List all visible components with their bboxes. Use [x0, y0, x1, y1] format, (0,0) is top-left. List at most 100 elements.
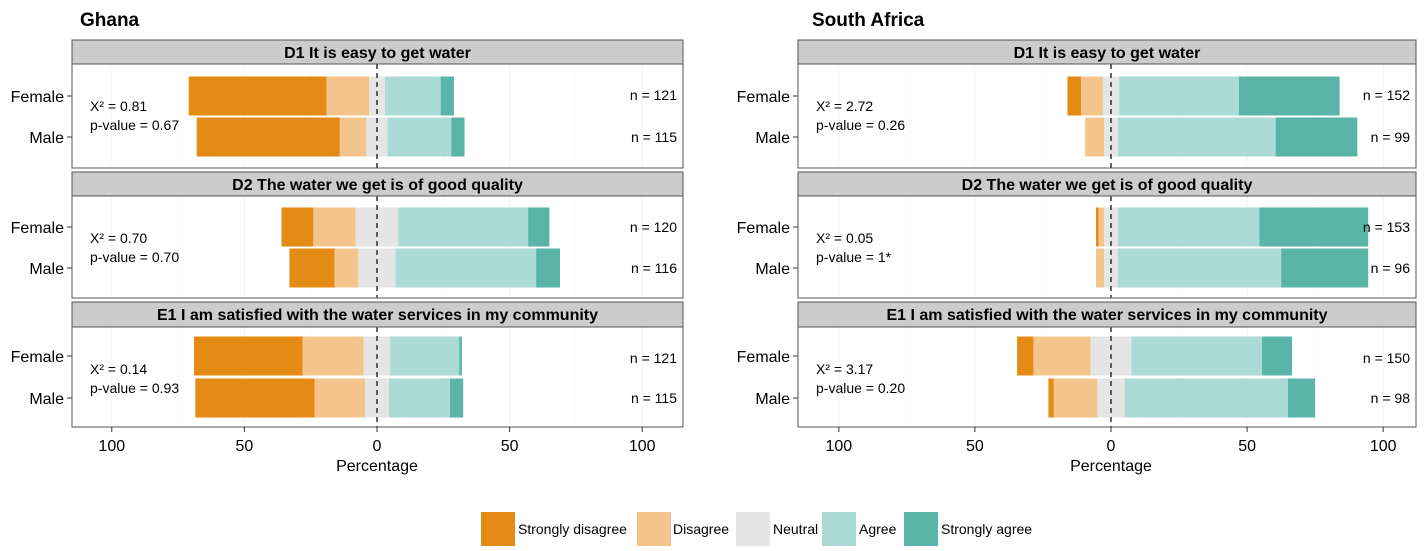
p-value-stat: p-value = 1* — [816, 249, 892, 265]
bar-segment-agree — [388, 378, 450, 418]
bar-segment-strongly-agree — [449, 378, 464, 418]
bar-segment-disagree — [339, 117, 367, 157]
chi-square-stat: X² = 0.14 — [90, 361, 147, 377]
facet-frame — [71, 63, 684, 169]
facet-frame — [71, 195, 684, 299]
facet-strip-label: D1 It is easy to get water — [284, 45, 471, 62]
facet-strip-label: D1 It is easy to get water — [1014, 45, 1201, 62]
n-label: n = 115 — [631, 390, 677, 406]
bar-segment-strongly-disagree — [281, 207, 314, 247]
n-label: n = 120 — [630, 219, 677, 235]
bar-segment-agree — [1119, 76, 1239, 116]
n-label: n = 96 — [1371, 260, 1411, 276]
bar-segment-strongly-disagree — [196, 117, 340, 157]
chi-square-stat: X² = 0.05 — [816, 230, 873, 246]
row-label: Female — [737, 220, 790, 237]
legend-label: Strongly disagree — [518, 521, 627, 537]
bar-segment-strongly-disagree — [194, 336, 303, 376]
bar-segment-disagree — [334, 248, 359, 288]
bar-segment-strongly-disagree — [1096, 207, 1099, 247]
row-label: Male — [755, 391, 790, 408]
facet-frame — [797, 63, 1417, 169]
n-label: n = 99 — [1371, 129, 1411, 145]
n-label: n = 150 — [1363, 350, 1410, 366]
legend-swatch-strongly-disagree — [481, 512, 515, 546]
bar-segment-neutral — [365, 378, 389, 418]
p-value-stat: p-value = 0.67 — [90, 117, 179, 133]
n-label: n = 116 — [631, 260, 677, 276]
row-label: Female — [737, 89, 790, 106]
legend-swatch-disagree — [637, 512, 671, 546]
bar-segment-agree — [1117, 207, 1260, 247]
bar-segment-disagree — [1085, 117, 1105, 157]
bar-segment-disagree — [1033, 336, 1091, 376]
bar-segment-strongly-agree — [451, 117, 465, 157]
n-label: n = 121 — [630, 350, 677, 366]
bar-segment-agree — [1117, 248, 1282, 288]
facet-strip — [71, 39, 684, 65]
row-label: Female — [737, 349, 790, 366]
x-tick-label: 0 — [373, 438, 382, 455]
bar-segment-agree — [390, 336, 460, 376]
bar-segment-strongly-disagree — [1017, 336, 1034, 376]
bar-segment-strongly-agree — [1238, 76, 1340, 116]
bar-segment-agree — [1117, 117, 1276, 157]
bar-segment-agree — [395, 248, 537, 288]
n-label: n = 115 — [631, 129, 677, 145]
facet-strip-label: E1 I am satisfied with the water service… — [886, 307, 1327, 324]
x-axis-label: Percentage — [336, 458, 418, 475]
legend-swatch-agree — [822, 512, 856, 546]
bar-segment-disagree — [326, 76, 370, 116]
x-tick-label: 50 — [966, 438, 984, 455]
row-label: Male — [29, 130, 64, 147]
facet-frame — [797, 326, 1417, 428]
legend-swatch-neutral — [736, 512, 770, 546]
bar-segment-strongly-agree — [1259, 207, 1369, 247]
row-label: Male — [29, 391, 64, 408]
x-tick-label: 50 — [235, 438, 253, 455]
x-tick-label: 50 — [1238, 438, 1256, 455]
bar-segment-agree — [387, 117, 452, 157]
bar-segment-disagree — [313, 207, 356, 247]
x-tick-label: 100 — [1370, 438, 1397, 455]
bar-segment-strongly-disagree — [289, 248, 335, 288]
chi-square-stat: X² = 0.70 — [90, 230, 147, 246]
panel-title-0: Ghana — [80, 10, 140, 31]
panel-title-1: South Africa — [812, 10, 925, 31]
row-label: Male — [29, 261, 64, 278]
legend-label: Neutral — [773, 521, 818, 537]
p-value-stat: p-value = 0.93 — [90, 380, 179, 396]
bar-segment-strongly-agree — [440, 76, 454, 116]
bar-segment-strongly-disagree — [1067, 76, 1082, 116]
facet-frame — [797, 195, 1417, 299]
facet-strip-label: E1 I am satisfied with the water service… — [157, 307, 598, 324]
n-label: n = 153 — [1363, 219, 1410, 235]
bar-segment-strongly-agree — [1287, 378, 1316, 418]
bar-segment-strongly-agree — [1275, 117, 1358, 157]
facet-strip — [797, 301, 1417, 328]
bar-segment-strongly-disagree — [195, 378, 315, 418]
bar-segment-disagree — [1053, 378, 1098, 418]
row-label: Female — [11, 349, 64, 366]
row-label: Male — [755, 261, 790, 278]
bar-segment-strongly-disagree — [188, 76, 327, 116]
bar-segment-disagree — [1081, 76, 1103, 116]
legend-label: Disagree — [673, 521, 729, 537]
facet-strip — [71, 301, 684, 328]
bar-segment-strongly-agree — [1262, 336, 1292, 376]
bar-segment-agree — [1131, 336, 1263, 376]
bar-segment-disagree — [314, 378, 366, 418]
bar-segment-strongly-disagree — [1048, 378, 1054, 418]
legend-swatch-strongly-agree — [904, 512, 938, 546]
chi-square-stat: X² = 2.72 — [816, 98, 873, 114]
legend-label: Agree — [859, 521, 897, 537]
n-label: n = 98 — [1371, 390, 1411, 406]
row-label: Female — [11, 220, 64, 237]
x-tick-label: 50 — [501, 438, 519, 455]
x-tick-label: 100 — [98, 438, 125, 455]
x-axis-label: Percentage — [1070, 458, 1152, 475]
x-tick-label: 100 — [629, 438, 656, 455]
p-value-stat: p-value = 0.26 — [816, 117, 905, 133]
bar-segment-strongly-agree — [536, 248, 560, 288]
bar-segment-strongly-agree — [528, 207, 550, 247]
